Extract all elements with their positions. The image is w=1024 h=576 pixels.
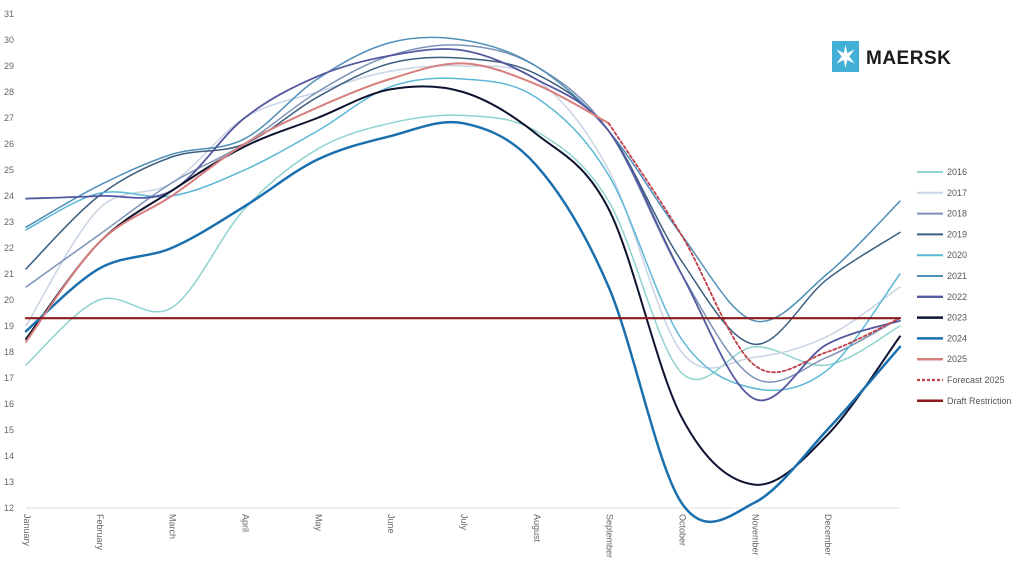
y-tick-label: 15	[4, 425, 14, 435]
maersk-logo: MAERSK	[832, 41, 951, 72]
legend-label: 2016	[947, 167, 967, 177]
series-line-2020	[25, 77, 901, 392]
x-tick-label: November	[750, 514, 760, 556]
x-tick-label: April	[241, 514, 251, 532]
legend-label: 2017	[947, 188, 967, 198]
x-tick-label: March	[168, 514, 178, 539]
legend-label: 2019	[947, 229, 967, 239]
series-line-forecast-2025	[607, 122, 901, 374]
x-tick-label: September	[605, 514, 615, 558]
series-line-2018	[25, 44, 901, 383]
y-tick-label: 16	[4, 399, 14, 409]
x-tick-label: June	[386, 514, 396, 534]
y-tick-label: 18	[4, 347, 14, 357]
x-tick-label: January	[22, 514, 32, 547]
series-line-2016	[25, 114, 901, 381]
series-line-2021	[25, 36, 901, 323]
y-tick-label: 23	[4, 217, 14, 227]
y-tick-label: 28	[4, 87, 14, 97]
y-tick-label: 24	[4, 191, 14, 201]
y-tick-label: 25	[4, 165, 14, 175]
y-axis: 12 13 14 15 16 17 18 19 20 21 22 23 24 25 26 27 28 29 30 31	[4, 9, 14, 513]
y-tick-label: 22	[4, 243, 14, 253]
series-line-2024	[24, 120, 902, 524]
legend-label: 2023	[947, 313, 967, 323]
series-line-2019	[25, 56, 901, 345]
y-tick-label: 19	[4, 321, 14, 331]
x-tick-label: February	[95, 514, 105, 551]
series-line-2025	[25, 62, 610, 343]
legend-label: 2025	[947, 354, 967, 364]
y-tick-label: 30	[4, 35, 14, 45]
y-tick-label: 13	[4, 477, 14, 487]
x-tick-label: December	[823, 514, 833, 556]
series-line-2022	[25, 48, 901, 402]
legend-label: 2018	[947, 209, 967, 219]
y-tick-label: 21	[4, 269, 14, 279]
legend-label: 2022	[947, 292, 967, 302]
legend-label: Draft Restriction	[947, 396, 1012, 406]
legend-label: 2020	[947, 250, 967, 260]
legend-label: 2021	[947, 271, 967, 281]
x-tick-label: July	[459, 514, 469, 531]
y-tick-label: 20	[4, 295, 14, 305]
y-tick-label: 26	[4, 139, 14, 149]
star-icon	[836, 45, 855, 68]
y-tick-label: 14	[4, 451, 14, 461]
logo-text: MAERSK	[866, 48, 951, 69]
x-axis: January February March April May June July Augu…	[22, 507, 900, 558]
x-tick-label: May	[313, 514, 323, 532]
y-tick-label: 29	[4, 61, 14, 71]
y-tick-label: 17	[4, 373, 14, 383]
series-line-2017	[25, 64, 901, 369]
y-tick-label: 12	[4, 503, 14, 513]
y-tick-label: 27	[4, 113, 14, 123]
series-line-2023	[25, 85, 901, 486]
x-tick-label: August	[532, 514, 542, 543]
y-tick-label: 31	[4, 9, 14, 19]
series-lines	[24, 36, 902, 524]
legend-label: 2024	[947, 333, 967, 343]
x-tick-label: October	[678, 514, 688, 546]
legend: 2016 2017 2018 2019 2020 2021 2022 2023 2024 2025…	[917, 167, 1012, 406]
legend-label: Forecast 2025	[947, 375, 1005, 385]
